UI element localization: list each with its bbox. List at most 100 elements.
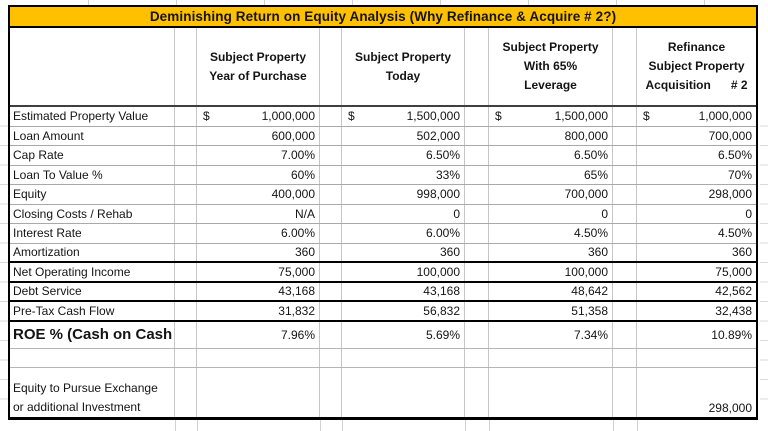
cell[interactable]: 65% <box>489 165 613 184</box>
cell[interactable]: 998,000 <box>342 185 465 204</box>
gridline-stub <box>489 420 490 431</box>
corner-cell[interactable] <box>10 28 175 105</box>
cell[interactable]: 298,000 <box>708 187 752 202</box>
row-label[interactable]: Debt Service <box>10 282 175 300</box>
cell[interactable]: 60% <box>197 165 320 184</box>
table-row: Debt Service 43,168 43,168 48,642 42,562 <box>10 282 756 302</box>
cell[interactable]: 7.96% <box>197 321 320 348</box>
row-label[interactable]: Net Operating Income <box>10 263 175 281</box>
gridline-stub <box>760 107 768 417</box>
gridline-stub <box>320 420 321 431</box>
empty-cell <box>489 368 613 417</box>
table-row: Pre-Tax Cash Flow 31,832 56,832 51,358 3… <box>10 302 756 322</box>
cell[interactable]: 6.00% <box>342 224 465 243</box>
table-row: Amortization 360 360 360 360 <box>10 243 756 263</box>
spacer-cell <box>613 282 637 300</box>
cell[interactable]: N/A <box>197 204 320 223</box>
empty-cell <box>342 349 465 367</box>
cell[interactable]: 31,832 <box>197 302 320 320</box>
empty-cell <box>342 368 465 417</box>
gridline-stub <box>440 0 441 5</box>
cell[interactable]: 100,000 <box>342 263 465 281</box>
cell[interactable]: 33% <box>342 165 465 184</box>
spacer-cell <box>320 224 342 243</box>
row-label[interactable]: Loan Amount <box>10 126 175 145</box>
cell[interactable]: 4.50% <box>717 226 752 241</box>
cell[interactable]: 6.50% <box>489 146 613 165</box>
row-label[interactable]: Equity to Pursue Exchange or additional … <box>10 368 175 417</box>
spacer-cell <box>613 126 637 145</box>
cell[interactable]: 800,000 <box>489 126 613 145</box>
empty-cell <box>637 349 756 367</box>
cell[interactable]: 360 <box>489 243 613 261</box>
empty-cell <box>197 368 320 417</box>
row-label[interactable]: Closing Costs / Rehab <box>10 204 175 223</box>
table-row: Loan Amount 600,000 502,000 800,000 700,… <box>10 126 756 146</box>
empty-cell <box>10 349 175 367</box>
row-label[interactable]: Amortization <box>10 243 175 261</box>
cell[interactable]: 360 <box>342 243 465 261</box>
spacer-cell <box>613 263 637 281</box>
spacer-cell <box>465 263 489 281</box>
cell[interactable]: $1,500,000 <box>342 107 465 126</box>
cell[interactable]: 43,168 <box>197 282 320 300</box>
cell[interactable]: 700,000 <box>708 128 752 143</box>
cell[interactable]: 75,000 <box>197 263 320 281</box>
spacer-cell <box>320 302 342 320</box>
cell[interactable]: 6.50% <box>342 146 465 165</box>
spacer-cell <box>175 302 197 320</box>
cell[interactable]: 32,438 <box>715 303 752 318</box>
row-label[interactable]: Equity <box>10 185 175 204</box>
cell[interactable]: 360 <box>731 245 752 260</box>
row-label[interactable]: Estimated Property Value <box>10 107 175 126</box>
row-label[interactable]: Cap Rate <box>10 146 175 165</box>
cell[interactable]: 51,358 <box>489 302 613 320</box>
cell[interactable]: 400,000 <box>197 185 320 204</box>
cell[interactable]: 48,642 <box>489 282 613 300</box>
cell[interactable]: $1,000,000 <box>643 109 752 124</box>
cell[interactable]: 75,000 <box>715 264 752 279</box>
column-header-65-leverage[interactable]: Subject Property With 65% Leverage <box>489 28 613 105</box>
cell[interactable]: 0 <box>489 204 613 223</box>
cell[interactable]: 6.50% <box>717 148 752 163</box>
cell[interactable]: 43,168 <box>342 282 465 300</box>
cell[interactable]: $1,000,000 <box>197 107 320 126</box>
cell[interactable]: 7.34% <box>489 321 613 348</box>
row-label[interactable]: ROE % (Cash on Cash ) <box>10 321 175 348</box>
spacer-cell <box>320 146 342 165</box>
cell[interactable]: 10.89% <box>711 327 752 342</box>
table-row: Equity 400,000 998,000 700,000 298,000 <box>10 185 756 205</box>
cell[interactable]: 700,000 <box>489 185 613 204</box>
cell[interactable]: 42,562 <box>715 284 752 299</box>
currency-symbol: $ <box>203 109 210 124</box>
spacer-cell <box>175 28 197 105</box>
spacer-cell <box>320 204 342 223</box>
cell[interactable]: 298,000 <box>708 401 752 415</box>
cell[interactable]: 502,000 <box>342 126 465 145</box>
cell[interactable]: 360 <box>197 243 320 261</box>
cell[interactable]: 600,000 <box>197 126 320 145</box>
spacer-cell <box>175 107 197 126</box>
spacer-cell <box>613 204 637 223</box>
cell[interactable]: 5.69% <box>342 321 465 348</box>
cell[interactable]: 100,000 <box>489 263 613 281</box>
row-label[interactable]: Loan To Value % <box>10 165 175 184</box>
cell[interactable]: 7.00% <box>197 146 320 165</box>
spacer-cell <box>465 185 489 204</box>
table-row: Net Operating Income 75,000 100,000 100,… <box>10 263 756 283</box>
cell[interactable]: 70% <box>727 167 752 182</box>
cell[interactable]: 0 <box>745 206 752 221</box>
cell[interactable]: 56,832 <box>342 302 465 320</box>
column-header-year-of-purchase[interactable]: Subject Property Year of Purchase <box>197 28 320 105</box>
cell[interactable]: $1,500,000 <box>489 107 613 126</box>
row-label[interactable]: Pre-Tax Cash Flow <box>10 302 175 320</box>
gridline-stub <box>0 107 8 417</box>
column-header-refinance-acquisition[interactable]: Refinance Subject Property Acquisition #… <box>645 40 748 92</box>
spacer-cell <box>465 28 489 105</box>
column-header-today[interactable]: Subject Property Today <box>342 28 465 105</box>
cell[interactable]: 4.50% <box>489 224 613 243</box>
cell[interactable]: 6.00% <box>197 224 320 243</box>
title-cell[interactable]: Deminishing Return on Equity Analysis (W… <box>8 5 758 28</box>
cell[interactable]: 0 <box>342 204 465 223</box>
row-label[interactable]: Interest Rate <box>10 224 175 243</box>
